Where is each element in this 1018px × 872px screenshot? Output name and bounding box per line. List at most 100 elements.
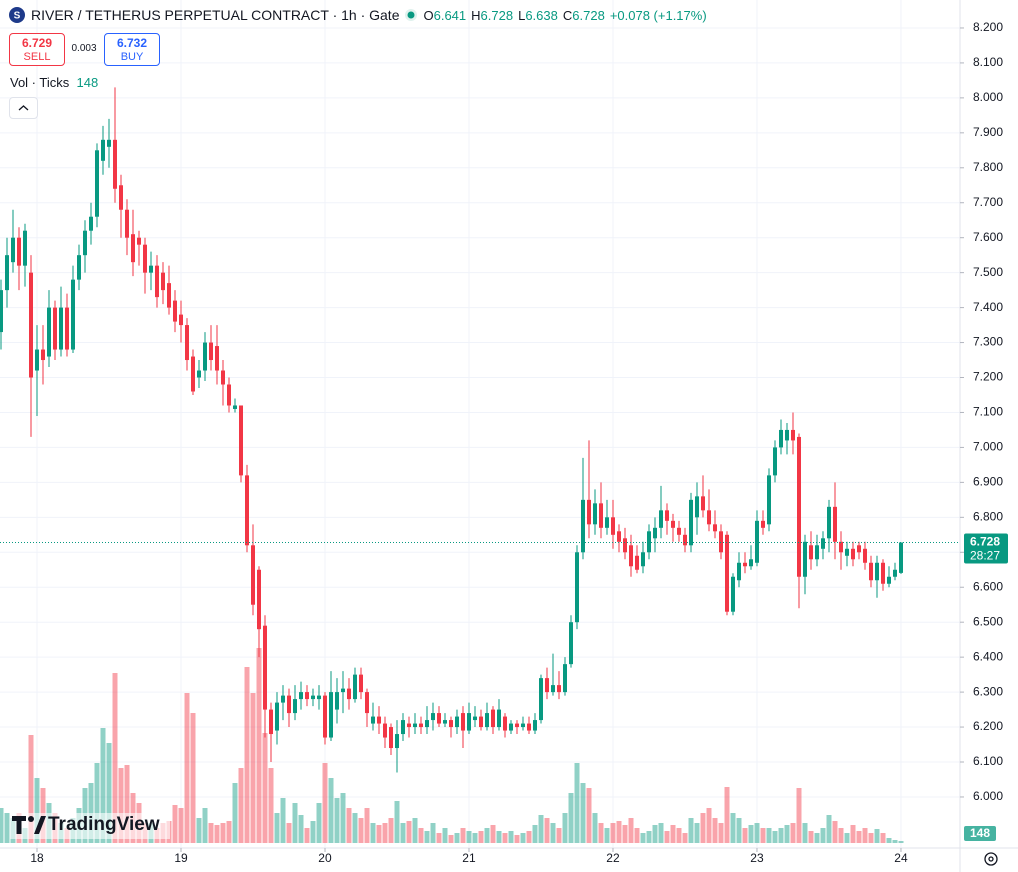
volume-bar (478, 831, 484, 843)
candle-body (461, 713, 465, 731)
volume-bar (736, 818, 742, 843)
candle-body (173, 300, 177, 322)
volume-bar (322, 763, 328, 843)
candle-body (353, 674, 357, 700)
volume-bar (244, 667, 250, 843)
volume-bar (472, 833, 478, 843)
x-tick-label: 20 (318, 851, 332, 865)
logo-backdrop (10, 813, 170, 839)
volume-bar (358, 818, 364, 843)
candle-body (179, 314, 183, 326)
volume-bar (718, 823, 724, 843)
candle-body (785, 429, 789, 441)
volume-bar (898, 841, 904, 843)
collapse-button[interactable] (9, 97, 38, 119)
volume-bar (370, 823, 376, 843)
candle-body (671, 520, 675, 528)
candle-body (119, 185, 123, 210)
volume-bar (844, 833, 850, 843)
volume-bar (4, 813, 10, 843)
candle-body (131, 234, 135, 263)
settings-icon[interactable] (984, 852, 998, 866)
volume-bar (604, 828, 610, 843)
candle-body (839, 541, 843, 553)
y-tick-label: 6.900 (973, 475, 1003, 489)
y-tick-label: 6.400 (973, 649, 1003, 663)
candle-body (755, 520, 759, 563)
volume-bar (574, 763, 580, 843)
volume-bar (778, 828, 784, 843)
candle-body (377, 716, 381, 724)
volume-bar (304, 828, 310, 843)
dot (407, 11, 415, 19)
y-tick-label: 6.300 (973, 684, 1003, 698)
volume-bar (796, 788, 802, 843)
volume-bar (100, 728, 106, 843)
candle-body (809, 545, 813, 560)
volume-bar (124, 765, 130, 843)
header: S RIVER / TETHERUS PERPETUAL CONTRACT · … (8, 6, 707, 24)
icon-letter: S (14, 11, 21, 22)
volume-bar (250, 693, 256, 843)
volume-bar (406, 821, 412, 843)
y-tick-label: 8.000 (973, 90, 1003, 104)
candle-body (527, 723, 531, 731)
volume-bar (772, 831, 778, 843)
candle-body (383, 723, 387, 738)
volume-bar (442, 828, 448, 843)
candle-body (0, 290, 3, 333)
y-tick-label: 6.000 (973, 789, 1003, 803)
volume-bar (676, 828, 682, 843)
sell-button[interactable]: 6.729 SELL (9, 33, 65, 66)
candle-body (773, 447, 777, 476)
candle-body (95, 150, 99, 217)
candle-body (725, 534, 729, 612)
tradingview-logo: TradingView (10, 813, 170, 839)
volume-bar (700, 813, 706, 843)
candle-body (149, 265, 153, 273)
candle-body (719, 531, 723, 553)
volume-bar (748, 825, 754, 843)
candle-body (407, 723, 411, 728)
candle-body (389, 727, 393, 749)
candle-body (821, 538, 825, 549)
candle-body (185, 325, 189, 361)
candle-body (323, 695, 327, 738)
volume-bar (670, 825, 676, 843)
last-price-label: 6.728 (970, 535, 1000, 549)
x-tick-label: 18 (30, 851, 44, 865)
candle-body (509, 723, 513, 731)
volume-bar (682, 833, 688, 843)
volume-bar (694, 823, 700, 843)
candle-body (431, 713, 435, 721)
y-tick-label: 7.500 (973, 265, 1003, 279)
volume-bar (790, 823, 796, 843)
volume-bar (214, 825, 220, 843)
buy-button[interactable]: 6.732 BUY (104, 33, 160, 66)
y-tick-label: 7.800 (973, 160, 1003, 174)
candle-body (797, 436, 801, 577)
symbol-icon: S (9, 7, 25, 23)
candle-body (701, 496, 705, 511)
volume-bar (706, 808, 712, 843)
volume-bar (724, 787, 730, 843)
volume-bar (550, 823, 556, 843)
candle-body (521, 723, 525, 728)
candle-body (35, 349, 39, 371)
gear[interactable] (984, 852, 998, 866)
candle-body (449, 720, 453, 728)
volume-bar (292, 803, 298, 843)
volume-bar (388, 818, 394, 843)
candle-body (743, 562, 747, 567)
volume-bar (814, 833, 820, 843)
volume-bar (232, 783, 238, 843)
volume-bar (862, 828, 868, 843)
volume-bar (874, 829, 880, 843)
candle-body (281, 695, 285, 703)
candle-body (239, 405, 243, 476)
candle-body (467, 713, 471, 731)
volume-bar (622, 825, 628, 843)
volume-bar (310, 821, 316, 843)
last-price-tag (964, 533, 1008, 564)
